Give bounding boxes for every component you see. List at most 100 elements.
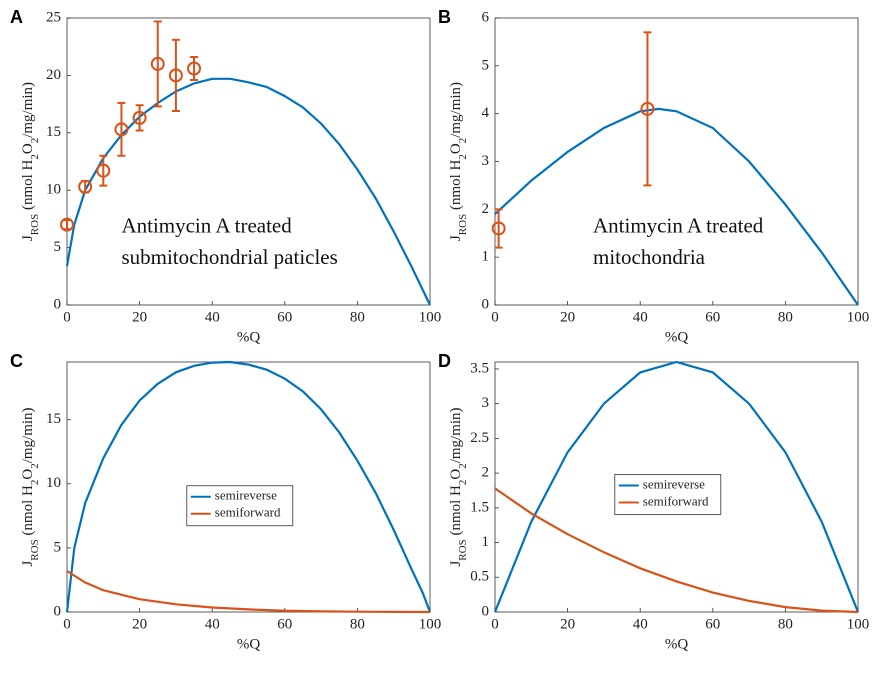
- x-tick-label: 0: [63, 616, 71, 632]
- y-axis-label-part: ROS: [29, 539, 41, 560]
- x-tick-label: 40: [205, 616, 220, 632]
- x-axis-label: %Q: [665, 329, 688, 345]
- curve: [65, 77, 431, 306]
- error-point: [640, 31, 655, 187]
- y-axis-label-part: O: [20, 143, 36, 154]
- x-tick-label: 0: [491, 309, 499, 325]
- y-axis-label-part: 2: [457, 154, 469, 160]
- y-axis-label-part: (nmol H: [448, 159, 464, 213]
- x-tick-label: 20: [560, 616, 575, 632]
- y-axis-label-part: J: [20, 561, 36, 567]
- y-axis-label-part: ROS: [457, 539, 469, 560]
- annotation: Antimycin A treated: [593, 213, 764, 237]
- y-tick-label: 15: [46, 124, 61, 140]
- y-axis-label-part: (nmol H: [448, 485, 464, 539]
- x-tick-label: 60: [277, 309, 292, 325]
- y-axis-label: JROS (nmol H2O2/mg/min): [20, 82, 40, 241]
- y-tick-label: 0.5: [470, 569, 489, 585]
- curve: [494, 107, 859, 306]
- x-tick-label: 0: [63, 309, 71, 325]
- data-point: [114, 122, 129, 137]
- x-tick-label: 0: [491, 616, 499, 632]
- legend-box: [614, 474, 722, 515]
- legend-label: semireverse: [215, 488, 277, 503]
- panel-letter: A: [10, 7, 23, 27]
- error-point: [60, 217, 74, 232]
- y-axis-label-part: /mg/min): [20, 407, 36, 463]
- y-axis-label-part: ROS: [457, 214, 469, 235]
- y-axis-label-part: O: [448, 143, 464, 154]
- data-point: [187, 61, 202, 76]
- curve: [65, 360, 432, 613]
- y-tick-label: 0: [54, 296, 62, 312]
- x-tick-label: 60: [705, 309, 720, 325]
- error-point: [491, 208, 506, 249]
- data-point: [640, 101, 655, 116]
- error-point: [150, 20, 165, 108]
- error-point: [168, 38, 183, 112]
- y-tick-label: 5: [54, 539, 62, 555]
- y-tick-label: 10: [46, 182, 61, 198]
- curve: [66, 570, 431, 614]
- data-point: [491, 221, 506, 236]
- y-axis-label-part: (nmol H: [20, 159, 36, 213]
- y-axis-label-part: 2: [457, 138, 469, 144]
- x-axis-label: %Q: [237, 329, 260, 345]
- y-tick-label: 1.5: [470, 499, 489, 515]
- x-tick-label: 40: [205, 309, 220, 325]
- y-tick-label: 4: [482, 105, 490, 121]
- x-tick-label: 80: [350, 309, 365, 325]
- y-axis-label-part: /mg/min): [20, 82, 36, 138]
- data-point: [96, 163, 111, 178]
- y-axis-label-part: J: [448, 561, 464, 567]
- y-tick-label: 5: [54, 239, 62, 255]
- y-axis-label: JROS (nmol H2O2/mg/min): [448, 82, 468, 241]
- y-tick-label: 6: [482, 9, 490, 25]
- x-tick-label: 60: [277, 616, 292, 632]
- error-point: [78, 179, 93, 194]
- axes-box: [66, 17, 431, 306]
- y-tick-label: 1: [482, 249, 490, 265]
- y-tick-label: 20: [46, 67, 61, 83]
- x-tick-label: 100: [847, 309, 870, 325]
- y-axis-label-part: 2: [29, 138, 41, 144]
- x-tick-label: 80: [778, 309, 793, 325]
- axes-box: [66, 361, 431, 613]
- annotation: mitochondria: [593, 245, 706, 269]
- legend-label: semiforward: [643, 493, 709, 508]
- y-axis-label-part: ROS: [29, 214, 41, 235]
- data-point: [78, 179, 93, 194]
- y-axis-label-part: 2: [457, 480, 469, 486]
- y-tick-label: 15: [46, 411, 61, 427]
- y-tick-label: 0: [482, 296, 490, 312]
- x-tick-label: 100: [847, 616, 870, 632]
- annotation: Antimycin A treated: [121, 213, 292, 237]
- x-tick-label: 80: [778, 616, 793, 632]
- y-axis-label-part: J: [20, 235, 36, 241]
- y-tick-label: 2: [482, 201, 490, 217]
- curve: [494, 487, 859, 614]
- y-tick-label: 10: [46, 475, 61, 491]
- panel-letter: D: [438, 351, 451, 371]
- x-tick-label: 40: [633, 616, 648, 632]
- error-point: [132, 104, 147, 132]
- y-axis-label-part: /mg/min): [448, 407, 464, 463]
- data-point: [150, 56, 165, 71]
- y-axis-label-part: O: [20, 469, 36, 480]
- x-axis-label: %Q: [237, 636, 260, 652]
- y-axis-label-part: 2: [457, 463, 469, 469]
- error-point: [187, 56, 202, 81]
- y-tick-label: 3.5: [470, 360, 489, 376]
- legend-box: [186, 485, 294, 527]
- x-tick-label: 40: [633, 309, 648, 325]
- data-point: [168, 68, 183, 83]
- y-tick-label: 3: [482, 395, 490, 411]
- curve: [493, 360, 860, 613]
- y-tick-label: 2: [482, 465, 490, 481]
- x-axis-label: %Q: [665, 636, 688, 652]
- error-point: [114, 101, 129, 157]
- y-axis-label-part: /mg/min): [448, 82, 464, 138]
- y-tick-label: 1: [482, 534, 490, 550]
- legend-label: semireverse: [643, 476, 705, 491]
